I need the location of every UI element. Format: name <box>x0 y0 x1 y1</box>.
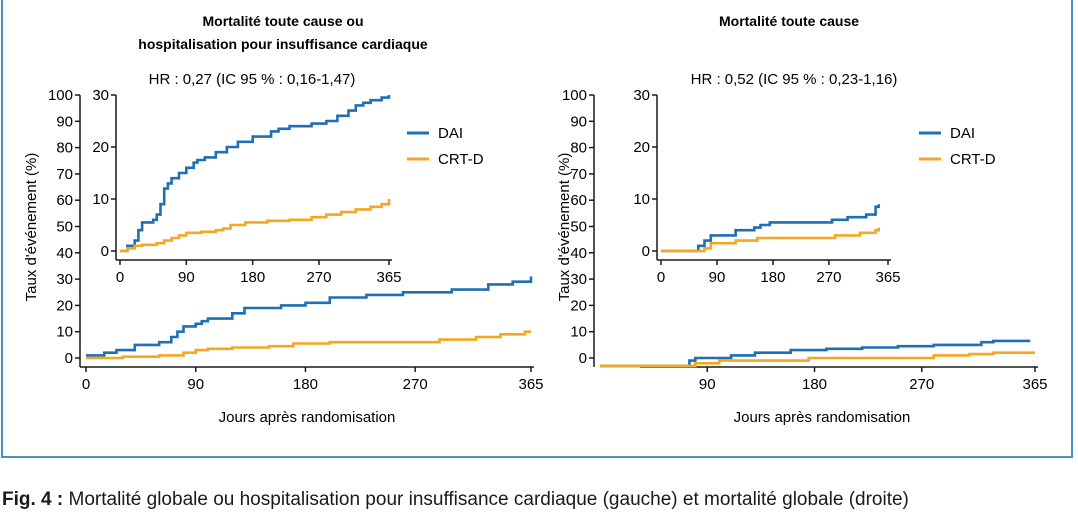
right-main-y-tick-label: 0 <box>579 350 587 367</box>
caption-label: Fig. 4 : <box>2 489 64 510</box>
right-inset-x-tick-label: 270 <box>816 269 841 286</box>
right-main-y-tick-label: 40 <box>570 245 587 262</box>
left-panel: Mortalité toute cause ou hospitalisation… <box>23 13 544 426</box>
right-inset-series-crt-d <box>661 227 880 253</box>
left-inset-x-tick-label: 180 <box>240 269 265 286</box>
right-inset-y-tick-label: 0 <box>642 243 650 260</box>
right-inset-annotation: HR : 0,52 (IC 95 % : 0,23-1,16) <box>691 71 898 88</box>
left-main-y-tick-label: 20 <box>56 297 73 314</box>
right-inset-y-tick-label: 30 <box>633 87 650 104</box>
right-main-series-crt-d <box>600 351 1035 368</box>
left-inset-series-dai <box>120 95 391 253</box>
left-main-x-tick-label: 0 <box>82 376 90 393</box>
right-inset-x-tick-label: 90 <box>709 269 726 286</box>
caption-text: Mortalité globale ou hospitalisation pou… <box>63 489 909 510</box>
right-legend-label-crt-d: CRT-D <box>950 151 996 168</box>
right-inset-y-tick-label: 20 <box>633 139 650 156</box>
left-main-y-tick-label: 30 <box>56 271 73 288</box>
figure-frame <box>1 0 1073 458</box>
left-main-y-tick-label: 70 <box>56 166 73 183</box>
right-inset-x-tick-label: 0 <box>657 269 665 286</box>
left-title-line2: hospitalisation pour insuffisance cardia… <box>138 36 428 52</box>
left-main-y-tick-label: 60 <box>56 192 73 209</box>
right-main-x-tick-label: 270 <box>909 376 934 393</box>
right-inset-series-dai <box>661 204 880 253</box>
left-inset-annotation: HR : 0,27 (IC 95 % : 0,16-1,47) <box>149 71 356 88</box>
left-main-x-tick-label: 270 <box>403 376 428 393</box>
right-panel: Mortalité toute cause Taux d'événement (… <box>556 13 1048 426</box>
left-inset-x-tick-label: 365 <box>376 269 401 286</box>
right-main-x-tick-label: 90 <box>699 376 716 393</box>
left-inset-axes: 0 10 20 30 0 90 180 270 365 <box>92 87 401 286</box>
left-main-x-tick-label: 90 <box>187 376 204 393</box>
left-inset-y-tick-label: 20 <box>92 139 109 156</box>
left-x-axis-label: Jours après randomisation <box>219 409 396 426</box>
left-main-y-tick-label: 100 <box>48 87 73 104</box>
right-title: Mortalité toute cause <box>719 13 859 29</box>
left-main-series-dai <box>86 276 533 357</box>
left-inset-x-tick-label: 270 <box>306 269 331 286</box>
right-inset-axes: 0 10 20 30 0 90 180 270 365 <box>633 87 900 286</box>
left-inset-x-tick-label: 90 <box>178 269 195 286</box>
left-legend: DAI CRT-D <box>407 125 484 168</box>
left-main-y-tick-label: 80 <box>56 140 73 157</box>
left-legend-label-crt-d: CRT-D <box>438 151 484 168</box>
left-main-series-crt-d <box>86 330 531 360</box>
right-inset-x-tick-label: 365 <box>875 269 900 286</box>
right-main-y-tick-label: 10 <box>570 324 587 341</box>
left-inset-x-tick-label: 0 <box>116 269 124 286</box>
right-main-y-tick-label: 100 <box>562 87 587 104</box>
right-main-y-tick-label: 70 <box>570 166 587 183</box>
left-main-y-tick-label: 40 <box>56 245 73 262</box>
right-x-axis-label: Jours après randomisation <box>734 409 911 426</box>
left-main-y-tick-label: 50 <box>56 219 73 236</box>
right-inset-y-tick-label: 10 <box>633 191 650 208</box>
right-main-y-tick-label: 90 <box>570 113 587 130</box>
right-main-y-tick-label: 50 <box>570 219 587 236</box>
left-inset-y-tick-label: 0 <box>101 243 109 260</box>
left-y-axis-label: Taux d'événement (%) <box>23 153 40 302</box>
right-main-y-tick-label: 30 <box>570 271 587 288</box>
left-title-line1: Mortalité toute cause ou <box>202 13 363 29</box>
left-inset-y-tick-label: 10 <box>92 191 109 208</box>
left-main-y-tick-label: 10 <box>56 324 73 341</box>
right-inset-x-tick-label: 180 <box>760 269 785 286</box>
right-main-y-tick-label: 20 <box>570 297 587 314</box>
left-main-x-tick-label: 180 <box>293 376 318 393</box>
right-legend: DAI CRT-D <box>919 125 996 168</box>
figure-caption: Fig. 4 : Mortalité globale ou hospitalis… <box>2 489 909 511</box>
right-main-x-tick-label: 365 <box>1022 376 1047 393</box>
left-main-x-tick-label: 365 <box>518 376 543 393</box>
right-main-series-dai <box>600 339 1031 368</box>
left-inset-series-crt-d <box>120 199 391 253</box>
left-main-y-tick-label: 90 <box>56 113 73 130</box>
right-main-x-tick-label: 180 <box>802 376 827 393</box>
left-legend-label-dai: DAI <box>438 125 463 142</box>
left-main-y-tick-label: 0 <box>65 350 73 367</box>
right-main-y-tick-label: 60 <box>570 192 587 209</box>
right-legend-label-dai: DAI <box>950 125 975 142</box>
right-main-y-tick-label: 80 <box>570 140 587 157</box>
right-y-axis-label: Taux d'événement (%) <box>556 153 573 302</box>
left-inset-y-tick-label: 30 <box>92 87 109 104</box>
